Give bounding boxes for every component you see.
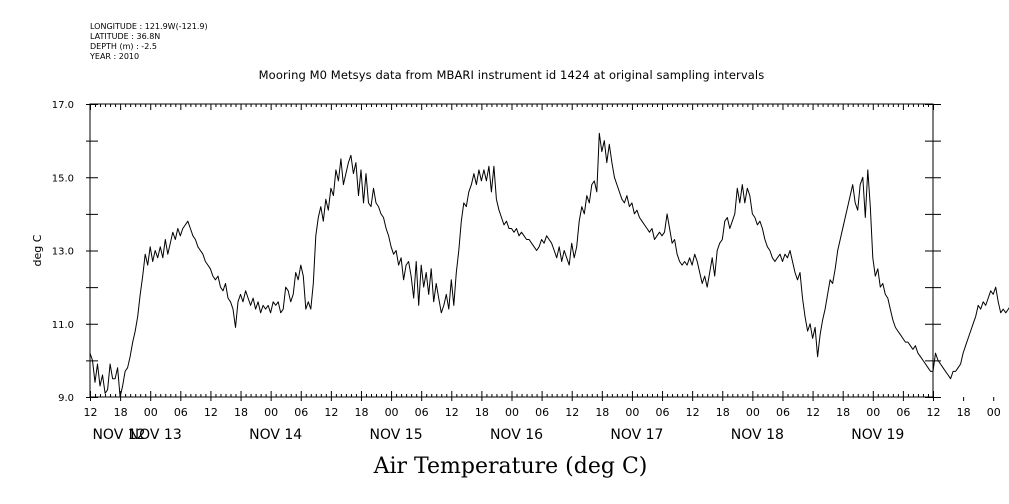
x-day-label: NOV 14 bbox=[249, 427, 302, 443]
x-tick-label: 12 bbox=[445, 406, 459, 419]
x-tick-label: 18 bbox=[114, 406, 128, 419]
y-tick-label: 17.0 bbox=[52, 100, 74, 111]
x-tick-label: 06 bbox=[535, 406, 549, 419]
depth-text: DEPTH (m) : -2.5 bbox=[90, 42, 157, 51]
plot-frame bbox=[89, 103, 934, 398]
year-text: YEAR : 2010 bbox=[90, 52, 140, 61]
x-axis-title-row: Air Temperature (deg C) bbox=[0, 454, 1009, 479]
x-tick-label: 12 bbox=[204, 406, 218, 419]
y-tick-label: 9.0 bbox=[58, 393, 74, 404]
x-tick-label: 00 bbox=[264, 406, 278, 419]
x-tick-label: 18 bbox=[836, 406, 850, 419]
y-tick-label: 11.0 bbox=[52, 320, 74, 331]
x-tick-label: 12 bbox=[686, 406, 700, 419]
x-tick-label: 06 bbox=[896, 406, 910, 419]
longitude-text: LONGITUDE : 121.9W(-121.9) bbox=[90, 22, 208, 31]
y-axis-title: deg C bbox=[31, 234, 44, 266]
x-tick-label: 12 bbox=[806, 406, 820, 419]
x-day-label: NOV 12 bbox=[92, 427, 145, 443]
x-tick-label: 18 bbox=[354, 406, 368, 419]
x-tick-label: 18 bbox=[475, 406, 489, 419]
x-day-label: NOV 19 bbox=[851, 427, 904, 443]
x-tick-label: 18 bbox=[595, 406, 609, 419]
x-tick-label: 18 bbox=[716, 406, 730, 419]
x-day-label: NOV 13 bbox=[129, 427, 182, 443]
x-tick-label: 06 bbox=[656, 406, 670, 419]
x-day-label: NOV 16 bbox=[490, 427, 543, 443]
x-tick-label: 12 bbox=[84, 406, 98, 419]
y-tick-label: 13.0 bbox=[52, 247, 74, 258]
x-tick-label: 00 bbox=[625, 406, 639, 419]
x-tick-label: 12 bbox=[565, 406, 579, 419]
x-day-label: NOV 18 bbox=[731, 427, 784, 443]
x-tick-label: 06 bbox=[776, 406, 790, 419]
chart-title: Mooring M0 Metsys data from MBARI instru… bbox=[258, 68, 765, 82]
x-tick-label: 06 bbox=[415, 406, 429, 419]
x-tick-label: 00 bbox=[144, 406, 158, 419]
x-axis-title: Air Temperature (deg C) bbox=[373, 454, 648, 479]
x-tick-label: 18 bbox=[234, 406, 248, 419]
x-tick-label: 00 bbox=[866, 406, 880, 419]
latitude-text: LATITUDE : 36.8N bbox=[90, 32, 161, 41]
x-tick-label: 00 bbox=[385, 406, 399, 419]
series-line bbox=[89, 132, 1009, 398]
x-tick-label: 12 bbox=[927, 406, 941, 419]
x-tick-label: 06 bbox=[174, 406, 188, 419]
x-tick-label: 18 bbox=[957, 406, 971, 419]
x-tick-label: 00 bbox=[746, 406, 760, 419]
x-tick-label: 06 bbox=[294, 406, 308, 419]
x-day-label: NOV 17 bbox=[610, 427, 663, 443]
x-tick-label: 00 bbox=[987, 406, 1001, 419]
x-day-label: NOV 15 bbox=[370, 427, 423, 443]
x-tick-label: 12 bbox=[324, 406, 338, 419]
x-tick-label: 00 bbox=[505, 406, 519, 419]
y-tick-label: 15.0 bbox=[52, 173, 74, 184]
mooring-metadata: LONGITUDE : 121.9W(-121.9) LATITUDE : 36… bbox=[90, 22, 208, 62]
chart-title-row: Mooring M0 Metsys data from MBARI instru… bbox=[0, 68, 1009, 82]
